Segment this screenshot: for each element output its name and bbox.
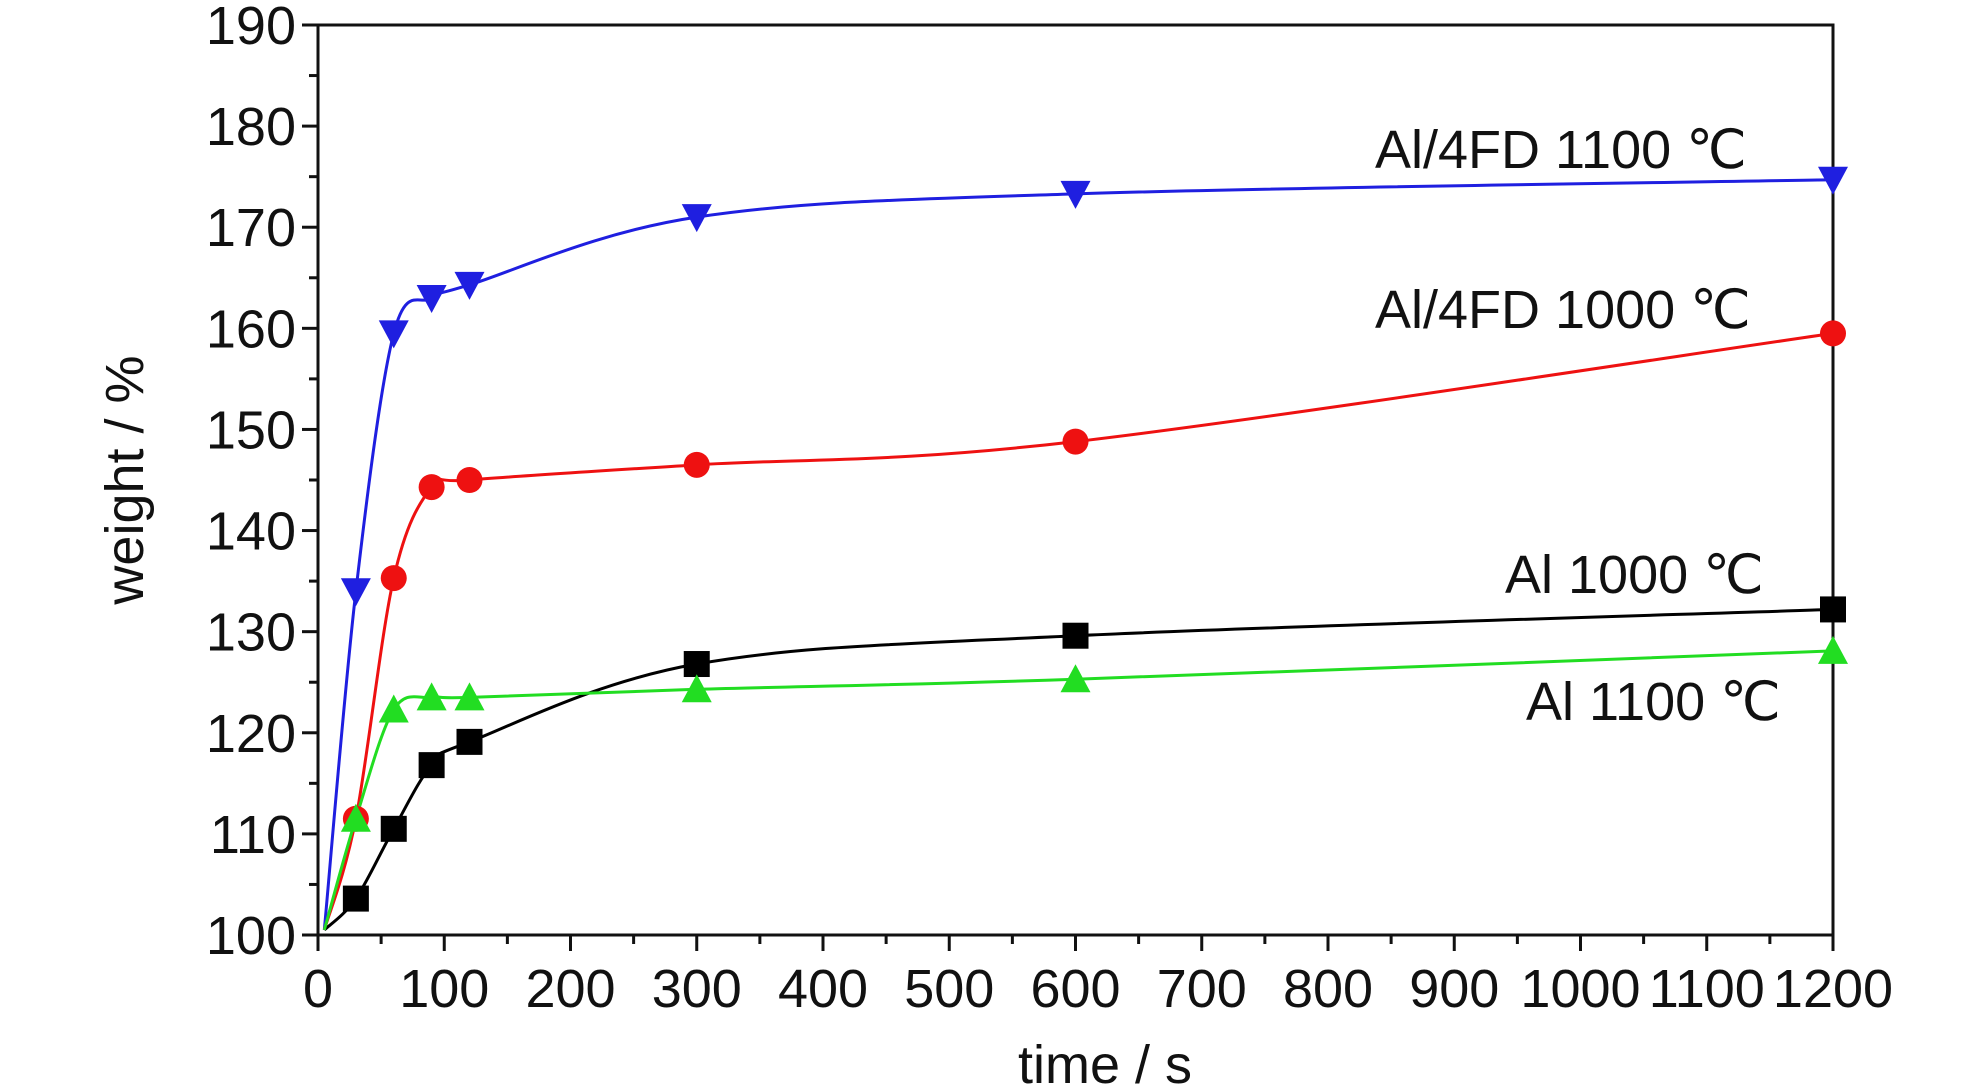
data-point-2-2 [380, 815, 407, 842]
data-point-2-3 [418, 752, 445, 779]
y-tick-label: 120 [206, 704, 296, 764]
y-tick-label: 150 [206, 400, 296, 460]
y-tick-label: 100 [206, 906, 296, 966]
x-tick-label: 0 [303, 959, 333, 1019]
x-tick-label: 300 [652, 959, 742, 1019]
series-markers [340, 166, 1848, 912]
series-label-al-1100: Al 1100 ℃ [1526, 672, 1781, 732]
y-tick-label: 160 [206, 299, 296, 359]
data-point-3-3 [416, 682, 447, 711]
x-tick-label: 400 [778, 959, 868, 1019]
data-point-1-2 [380, 565, 407, 592]
series-line-1 [322, 331, 1834, 931]
data-point-3-4 [454, 682, 485, 711]
series-line-3 [322, 649, 1834, 931]
data-point-3-7 [1818, 635, 1848, 664]
x-tick-label: 200 [525, 959, 615, 1019]
data-point-1-5 [683, 451, 710, 478]
data-point-3-2 [378, 694, 409, 723]
y-tick-label: 170 [206, 198, 296, 258]
data-point-2-6 [1062, 622, 1089, 649]
data-point-2-5 [683, 651, 710, 678]
data-point-0-2 [378, 320, 409, 349]
y-tick-label: 190 [206, 0, 296, 56]
data-point-0-1 [340, 578, 371, 607]
x-tick-label: 700 [1157, 959, 1247, 1019]
data-point-0-3 [416, 285, 447, 313]
x-tick-label: 600 [1030, 959, 1120, 1019]
data-point-0-7 [1818, 166, 1848, 195]
x-tick-label: 500 [904, 959, 994, 1019]
data-point-0-4 [454, 271, 485, 300]
data-point-3-5 [681, 674, 712, 703]
data-point-0-5 [681, 204, 712, 233]
y-tick-label: 140 [206, 502, 296, 562]
y-tick-label: 110 [210, 805, 296, 865]
x-tick-label: 900 [1409, 959, 1499, 1019]
y-tick-label: 130 [206, 603, 296, 663]
data-point-2-7 [1820, 596, 1846, 623]
series-labels: Al/4FD 1100 ℃ Al/4FD 1000 ℃ Al 1000 ℃ Al… [1375, 120, 1781, 732]
x-axis-title: time / s [1018, 1035, 1192, 1087]
data-point-3-1 [340, 803, 371, 832]
x-tick-label: 1100 [1649, 959, 1765, 1019]
data-point-0-6 [1060, 180, 1091, 209]
x-tick-label: 1000 [1520, 959, 1640, 1019]
series-label-al4fd-1000: Al/4FD 1000 ℃ [1375, 280, 1751, 340]
series-line-2 [323, 607, 1834, 932]
x-tick-label: 1200 [1773, 959, 1893, 1019]
data-point-3-6 [1060, 664, 1091, 693]
series-label-al-1000: Al 1000 ℃ [1505, 545, 1764, 605]
data-point-1-4 [456, 467, 483, 493]
axes: 0 100 200 300 400 500 600 700 800 900 1000 1100 1200… [206, 0, 1893, 1019]
data-point-2-4 [456, 728, 483, 755]
data-point-1-3 [418, 474, 445, 501]
data-point-2-1 [342, 885, 369, 912]
x-tick-label: 800 [1283, 959, 1373, 1019]
data-point-1-6 [1062, 428, 1089, 455]
y-tick-label: 180 [206, 97, 296, 157]
series-label-al4fd-1100: Al/4FD 1100 ℃ [1375, 120, 1747, 180]
data-point-1-7 [1820, 320, 1846, 347]
y-axis-title: weight / % [95, 355, 155, 605]
x-tick-label: 100 [399, 959, 489, 1019]
